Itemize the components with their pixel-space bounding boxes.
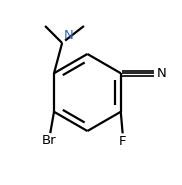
Text: Br: Br — [42, 134, 56, 147]
Text: N: N — [64, 29, 74, 42]
Text: N: N — [156, 67, 166, 80]
Text: F: F — [119, 134, 126, 148]
